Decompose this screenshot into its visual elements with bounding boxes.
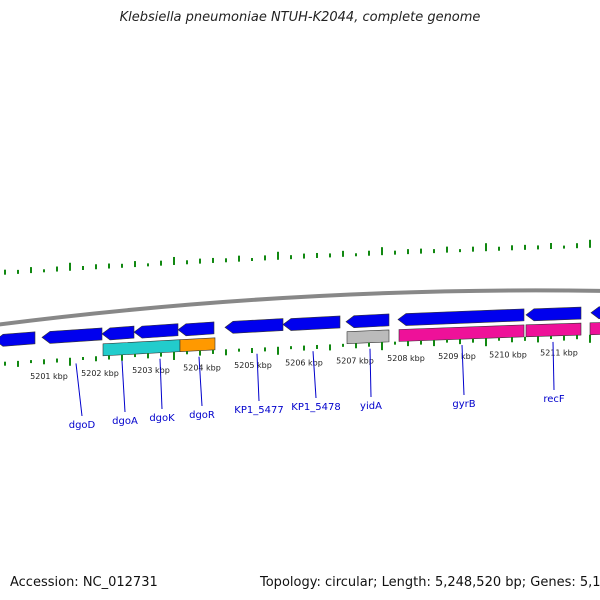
gene-feature [0, 331, 36, 347]
inner-gc-ticks [4, 334, 591, 367]
kbp-label: 5203 kbp [132, 366, 170, 375]
gene-label-track: dgoD dgoA dgoK dgoR KP1_5477 KP1_5478 yidA gyrB… [69, 341, 565, 431]
gene-feature [282, 315, 341, 331]
gene-label: dgoR [189, 410, 215, 421]
gene-feature [177, 321, 215, 337]
gene-leader-line [552, 341, 555, 391]
gene-feature [224, 318, 284, 334]
gene-feature [398, 324, 525, 342]
kbp-label: 5209 kbp [438, 352, 476, 361]
kbp-label: 5202 kbp [81, 369, 119, 378]
gene-leader-line [121, 360, 126, 413]
gene-feature [590, 306, 600, 320]
kbp-label: 5205 kbp [234, 361, 272, 370]
gene-leader-line [159, 358, 163, 410]
gene-feature [589, 322, 600, 336]
gene-feature [525, 306, 582, 322]
gene-feature [397, 308, 525, 326]
kbp-scale: 5201 kbp 5202 kbp 5203 kbp 5204 kbp 5205 kbp… [30, 349, 578, 381]
kbp-label: 5207 kbp [336, 356, 374, 365]
gene-feature [41, 327, 103, 344]
map-title: Klebsiella pneumoniae NTUH-K2044, comple… [119, 10, 481, 25]
gene-feature [346, 329, 390, 344]
genome-backbone [0, 288, 600, 327]
gene-label: dgoA [112, 416, 138, 427]
kbp-label: 5201 kbp [30, 372, 68, 381]
kbp-label: 5208 kbp [387, 354, 425, 363]
outer-gc-ticks [4, 239, 591, 275]
kbp-label: 5204 kbp [183, 364, 221, 373]
gene-label: recF [543, 394, 565, 405]
accession-text: Accession: NC_012731 [10, 575, 158, 590]
gene-label: yidA [360, 401, 382, 412]
gene-feature [525, 322, 582, 338]
gene-label: dgoD [69, 420, 96, 431]
gene-label: dgoK [149, 413, 175, 424]
kbp-label: 5210 kbp [489, 350, 527, 359]
gene-label: KP1_5478 [291, 402, 340, 413]
genome-summary-text: Topology: circular; Length: 5,248,520 bp… [260, 575, 600, 590]
gene-leader-line [312, 351, 317, 399]
gene-feature [133, 323, 179, 339]
gene-leader-line [198, 356, 203, 407]
gene-label: gyrB [452, 399, 475, 410]
gene-leader-line [75, 363, 83, 417]
gene-feature [101, 325, 135, 341]
gene-leader-line [256, 353, 260, 402]
gene-feature [102, 339, 181, 357]
gene-label: KP1_5477 [234, 405, 283, 416]
kbp-label: 5206 kbp [285, 359, 323, 368]
gene-feature [179, 337, 216, 352]
gene-leader-line [369, 348, 372, 398]
kbp-label: 5211 kbp [540, 349, 578, 358]
gene-track [0, 306, 600, 357]
gene-leader-line [461, 345, 465, 396]
gene-feature [345, 313, 390, 329]
